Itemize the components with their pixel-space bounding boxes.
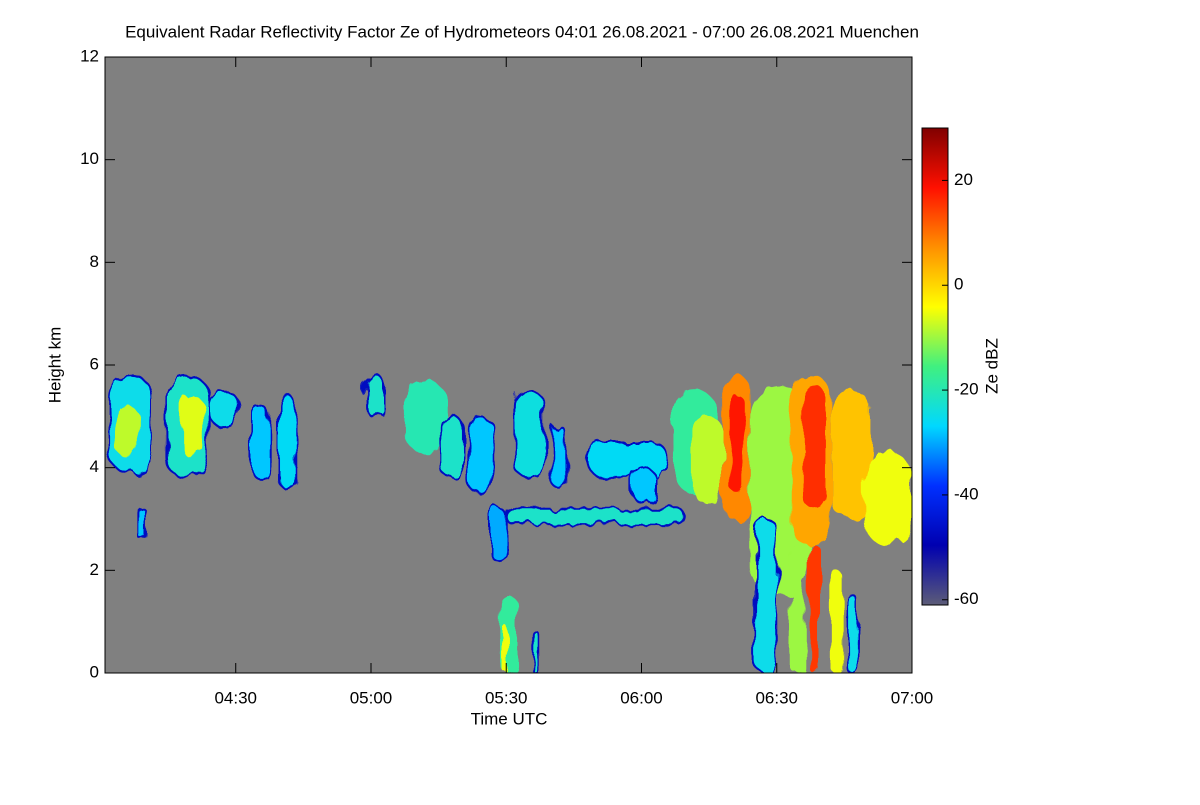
echo-cell bbox=[551, 425, 567, 490]
echo-cell bbox=[830, 390, 872, 519]
echo-cell bbox=[513, 389, 546, 479]
x-tick-label: 05:30 bbox=[485, 688, 528, 707]
echo-cell bbox=[846, 595, 859, 673]
echo-cell bbox=[467, 415, 494, 495]
y-tick-label: 8 bbox=[90, 252, 99, 271]
y-tick-label: 2 bbox=[90, 560, 99, 579]
echo-cell bbox=[207, 389, 240, 428]
echo-cell bbox=[440, 415, 464, 479]
echo-layer bbox=[107, 374, 912, 673]
x-tick-label: 07:00 bbox=[891, 688, 934, 707]
echo-cell bbox=[586, 441, 670, 479]
colorbar-tick-label: -40 bbox=[954, 484, 979, 503]
echo-cell bbox=[137, 507, 148, 541]
echo-cell bbox=[505, 507, 686, 526]
colorbar bbox=[921, 127, 949, 606]
y-tick-label: 6 bbox=[90, 354, 99, 373]
echo-cell bbox=[809, 544, 821, 673]
echo-cell bbox=[181, 395, 204, 458]
echo-cell bbox=[403, 380, 447, 453]
echo-cell bbox=[489, 507, 508, 562]
colorbar-label: Ze dBZ bbox=[982, 338, 1001, 394]
y-tick-label: 0 bbox=[90, 662, 99, 681]
x-tick-label: 04:30 bbox=[214, 688, 257, 707]
echo-group bbox=[107, 374, 912, 673]
colorbar-tick-label: 0 bbox=[954, 275, 963, 294]
echo-cell bbox=[250, 405, 270, 479]
echo-cell bbox=[863, 452, 912, 545]
echo-cell bbox=[692, 416, 723, 504]
echo-cell bbox=[730, 395, 745, 494]
chart-title: Equivalent Radar Reflectivity Factor Ze … bbox=[125, 22, 919, 41]
x-tick-label: 06:00 bbox=[620, 688, 663, 707]
y-tick-label: 10 bbox=[80, 149, 99, 168]
echo-cell bbox=[754, 518, 778, 673]
y-tick-label: 12 bbox=[80, 46, 99, 65]
y-axis-label: Height km bbox=[45, 327, 64, 404]
echo-cell bbox=[278, 394, 297, 490]
colorbar-tick-label: -60 bbox=[954, 589, 979, 608]
echo-cell bbox=[364, 374, 386, 418]
x-axis-label: Time UTC bbox=[471, 709, 548, 728]
colorbar-tick-label: -20 bbox=[954, 380, 979, 399]
echo-cell bbox=[632, 466, 657, 505]
x-tick-label: 05:00 bbox=[350, 688, 393, 707]
x-tick-label: 06:30 bbox=[755, 688, 798, 707]
echo-cell bbox=[116, 406, 139, 458]
echo-cell bbox=[803, 385, 826, 509]
echo-cell bbox=[532, 630, 540, 673]
echo-cell bbox=[503, 626, 509, 673]
colorbar-tick-label: 20 bbox=[954, 170, 973, 189]
y-tick-label: 4 bbox=[90, 457, 99, 476]
echo-cell bbox=[790, 544, 804, 673]
echo-cell bbox=[830, 570, 842, 673]
